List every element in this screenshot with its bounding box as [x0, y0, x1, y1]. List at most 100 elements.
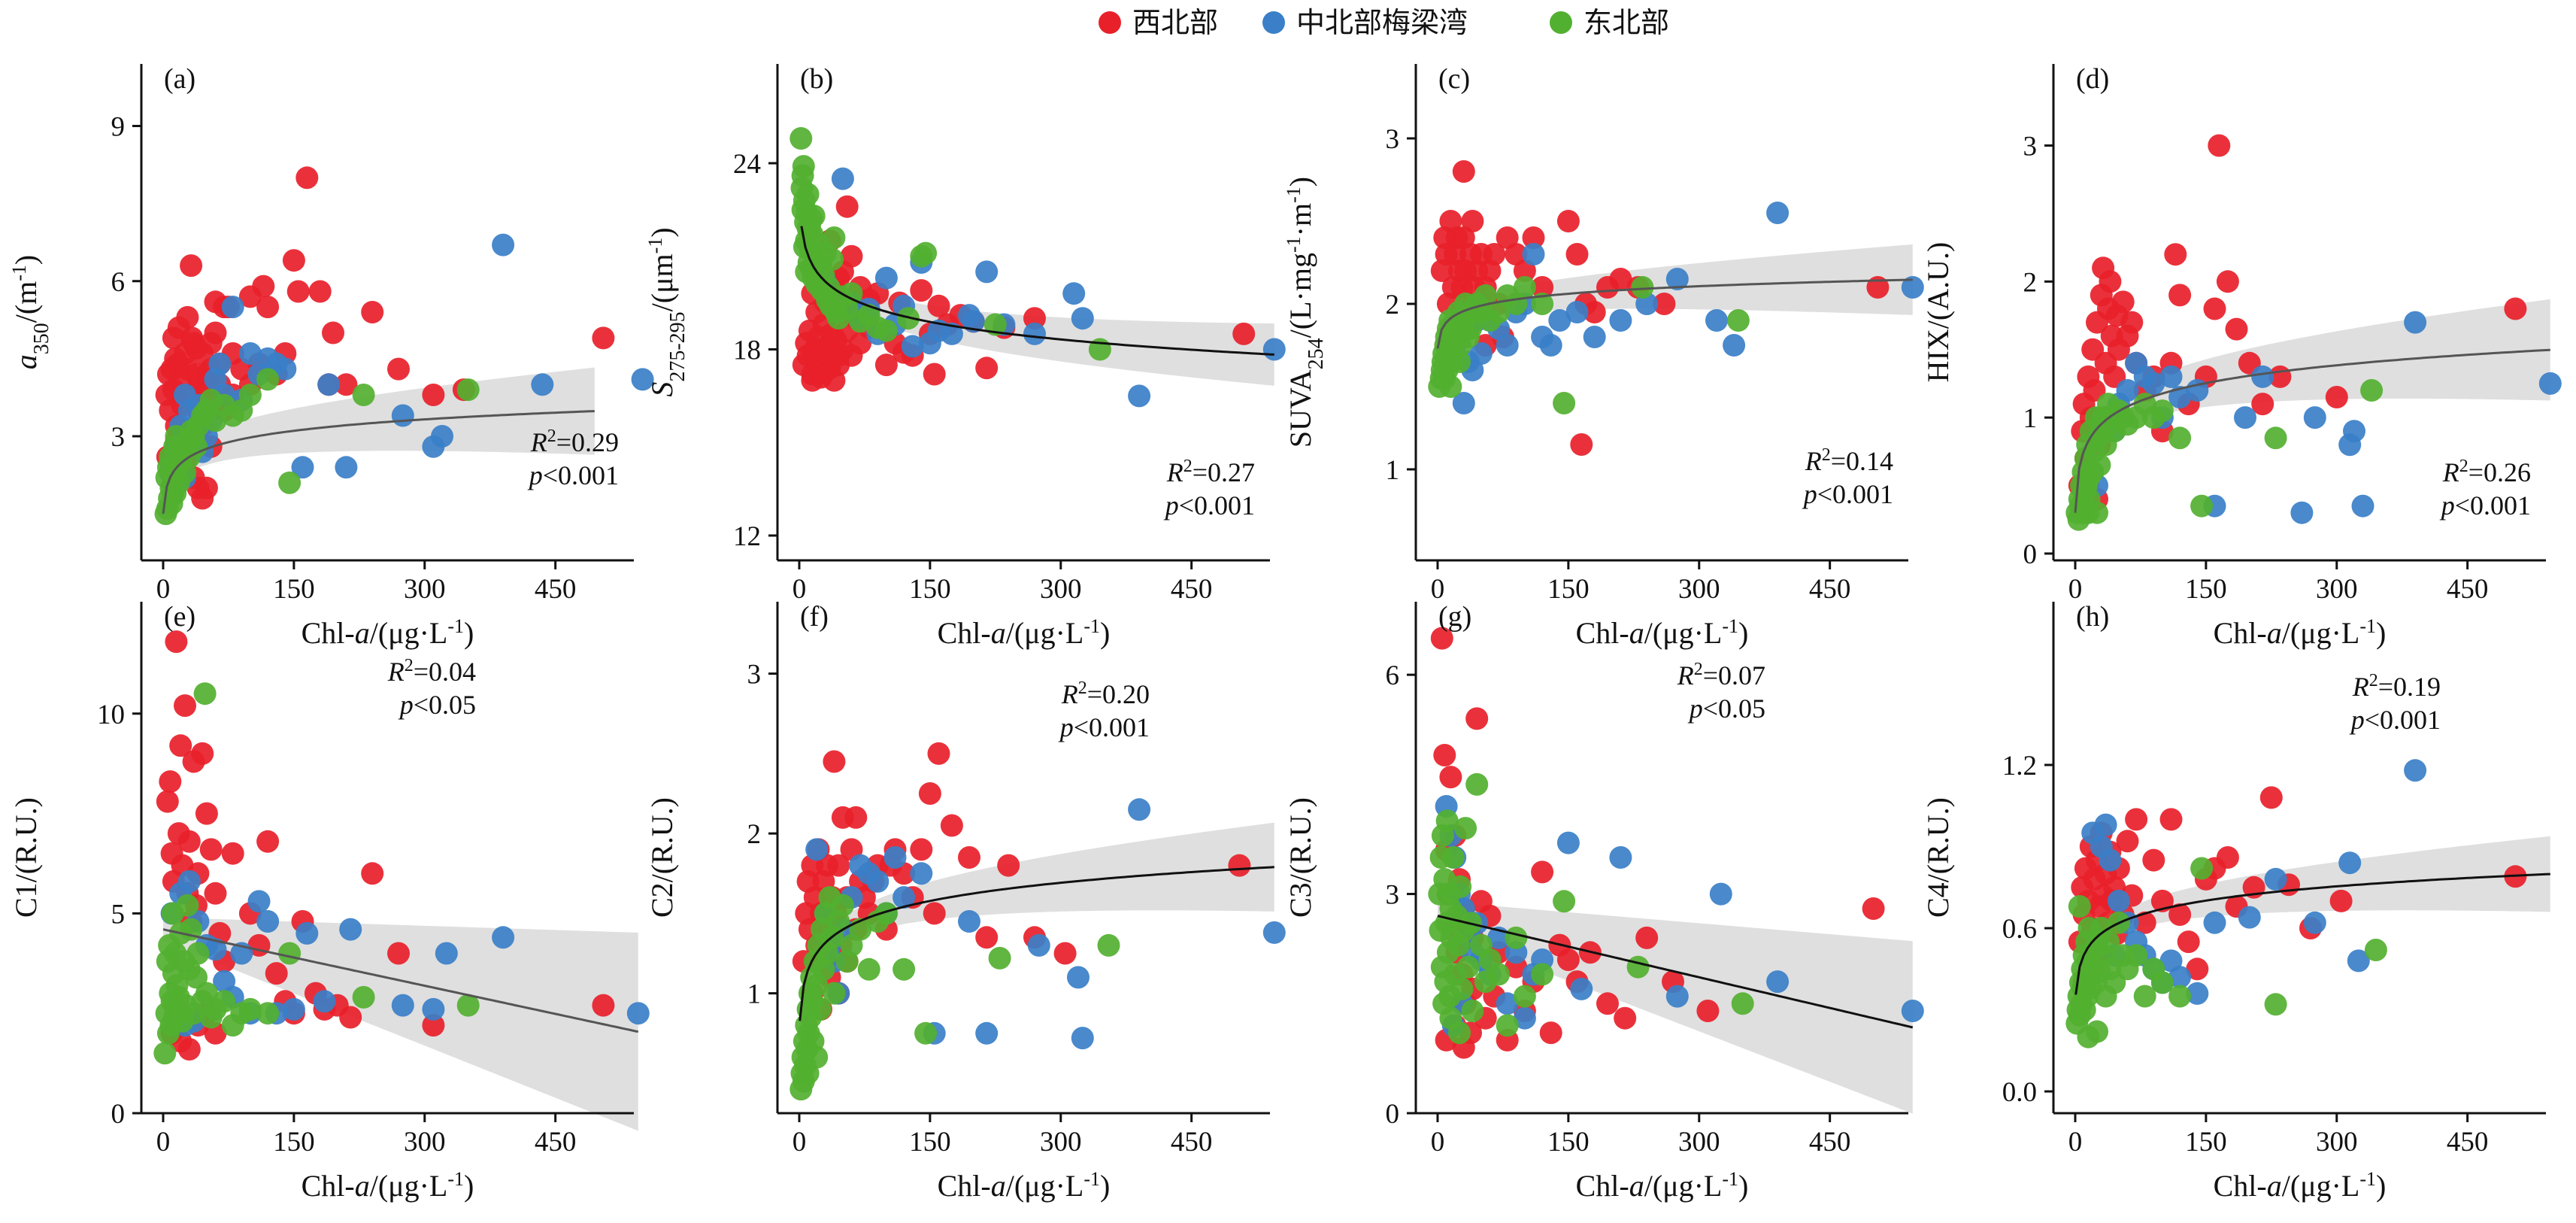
data-point — [2203, 911, 2226, 934]
data-point — [796, 183, 820, 206]
italic-text: R — [1677, 660, 1694, 690]
panel-label: (g) — [1438, 601, 1471, 633]
data-point — [492, 926, 515, 949]
y-tick-label: 1 — [1386, 455, 1400, 486]
data-point — [910, 838, 933, 861]
data-point — [1726, 309, 1750, 332]
data-point — [191, 487, 214, 510]
data-point — [2150, 971, 2174, 994]
superscript: 2 — [405, 656, 414, 675]
data-point — [1565, 301, 1589, 323]
data-point — [1556, 210, 1580, 232]
x-tick-label: 150 — [909, 1127, 951, 1158]
superscript: -1 — [1283, 187, 1305, 203]
data-point — [626, 1002, 650, 1025]
italic-text: a — [991, 616, 1006, 650]
label-text: C4/(R.U.) — [1921, 797, 1955, 918]
data-point — [265, 962, 288, 985]
data-point — [1430, 627, 1453, 650]
label-text: ) — [2376, 1169, 2386, 1203]
x-axis-label: Chl-a/(μg·L-1) — [938, 615, 1111, 651]
data-point — [199, 838, 223, 861]
label-text: Chl- — [1576, 1169, 1629, 1203]
label-text: ) — [1738, 616, 1748, 650]
data-point — [1228, 854, 1251, 877]
superscript: -1 — [2359, 615, 2376, 637]
italic-text: R — [2352, 672, 2369, 702]
data-point — [2168, 985, 2192, 1008]
data-point — [352, 384, 375, 406]
label-text: Chl- — [1576, 616, 1629, 650]
subscript: 254 — [1305, 338, 1328, 369]
x-tick-label: 450 — [1809, 1127, 1851, 1158]
data-point — [893, 886, 916, 909]
fit-curve — [162, 410, 595, 514]
stat-value: =0.14 — [1831, 446, 1893, 476]
label-text: Chl- — [2214, 616, 2267, 650]
data-point — [631, 368, 654, 391]
label-text: Chl- — [938, 1169, 991, 1203]
data-point — [2099, 848, 2122, 872]
panel-label: (d) — [2076, 63, 2109, 95]
fit-curve — [800, 226, 1274, 356]
label-text: /(μg·L — [2282, 1169, 2360, 1203]
italic-text: a — [2267, 1169, 2282, 1203]
data-point — [1474, 284, 1497, 307]
data-point — [1626, 955, 1650, 979]
data-point — [1454, 817, 1477, 840]
p-value-label: p<0.001 — [1163, 490, 1255, 520]
data-point — [335, 456, 358, 479]
data-point — [282, 997, 305, 1021]
data-point — [1439, 375, 1462, 398]
label-text: /(μm — [645, 253, 679, 311]
data-point — [1653, 293, 1676, 315]
data-point — [827, 854, 850, 877]
data-point — [2150, 399, 2174, 423]
data-point — [2504, 297, 2527, 320]
series-东北部 — [789, 127, 1111, 361]
label-text: ) — [464, 1169, 474, 1203]
data-point — [1487, 963, 1511, 986]
data-point — [169, 734, 192, 757]
label-text: C1/(R.U.) — [9, 797, 43, 918]
data-point — [975, 1021, 999, 1045]
y-axis-label: SUVA254/(L·mg-1·m-1) — [1283, 177, 1328, 448]
data-point — [2086, 1020, 2108, 1043]
x-tick-label: 450 — [535, 1127, 577, 1158]
data-point — [335, 373, 358, 396]
data-point — [893, 957, 916, 981]
x-axis-label: Chl-a/(μg·L-1) — [938, 1168, 1111, 1203]
label-text: Chl- — [2214, 1169, 2267, 1203]
data-point — [1901, 276, 1924, 299]
data-point — [1433, 744, 1456, 766]
label-text: ) — [645, 227, 679, 237]
data-point — [2177, 930, 2200, 954]
stat-value: <0.001 — [1179, 490, 1255, 520]
x-tick-label: 150 — [2185, 1127, 2227, 1158]
data-point — [1539, 334, 1562, 357]
legend-label-northwest: 西北部 — [1132, 8, 1218, 39]
data-point — [2343, 420, 2365, 443]
p-value-label: p<0.001 — [527, 460, 619, 490]
data-point — [2107, 889, 2130, 912]
data-point — [435, 942, 458, 965]
data-point — [2190, 494, 2214, 517]
data-point — [204, 882, 227, 905]
data-point — [2259, 786, 2283, 809]
x-tick-label: 0 — [156, 574, 171, 605]
data-point — [2538, 372, 2562, 395]
data-point — [213, 990, 236, 1013]
x-tick-label: 0 — [792, 574, 807, 605]
y-axis-label: a350/(m-1) — [8, 255, 53, 370]
data-point — [191, 742, 214, 765]
label-text: /(μg·L — [370, 616, 448, 650]
label-text: ) — [2376, 616, 2386, 650]
y-tick-label: 6 — [1386, 660, 1400, 691]
series-东北部 — [154, 368, 480, 526]
data-point — [256, 347, 280, 370]
data-point — [1027, 933, 1050, 957]
data-point — [456, 994, 480, 1017]
data-point — [1483, 243, 1506, 266]
y-tick-label: 5 — [111, 899, 126, 930]
data-point — [2264, 426, 2287, 450]
